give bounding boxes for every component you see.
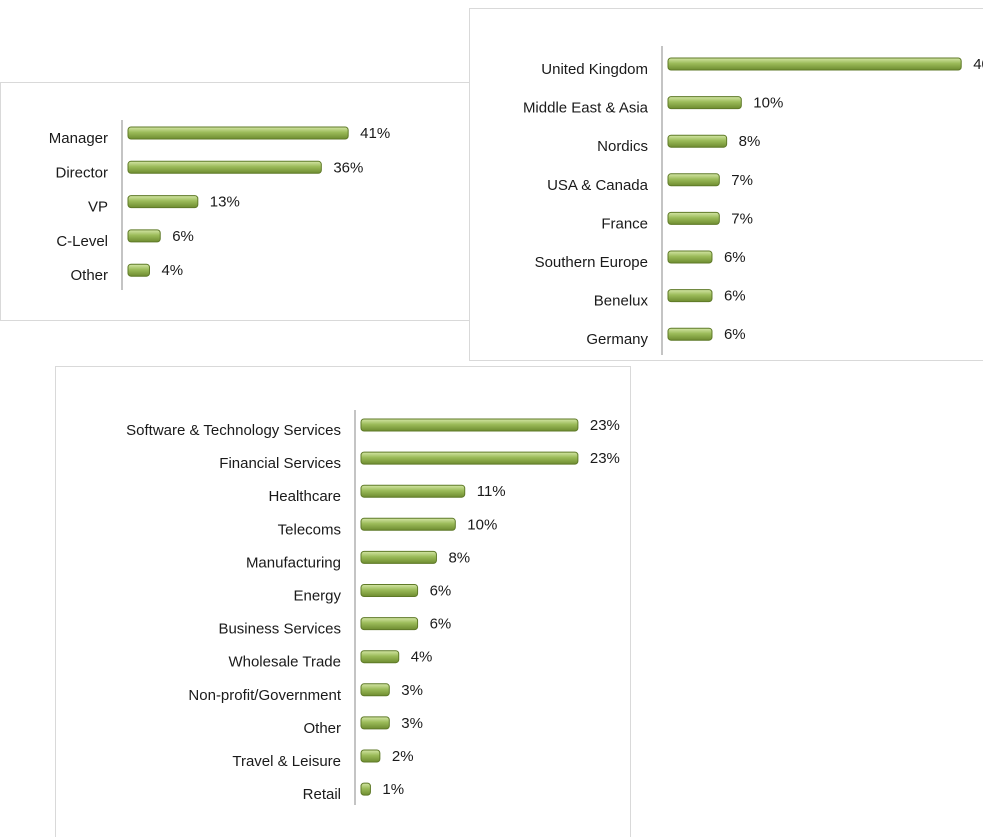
category-label: Energy [293,587,341,604]
value-label: 7% [731,210,753,227]
category-label: Non-profit/Government [188,687,341,704]
category-label: Business Services [218,621,341,638]
value-label: 36% [333,159,363,176]
value-label: 6% [430,616,452,633]
category-label: Healthcare [268,488,341,505]
category-label: Manager [49,130,108,147]
bar [360,451,579,465]
category-label: Germany [586,331,648,348]
bar [360,782,371,796]
bar [667,57,962,71]
bar [667,289,713,303]
value-label: 40% [973,56,983,73]
bar [360,617,419,631]
value-label: 10% [467,516,497,533]
value-label: 4% [161,262,183,279]
value-label: 10% [753,95,783,112]
value-label: 11% [477,483,506,500]
value-label: 2% [392,748,414,765]
category-label: Benelux [594,293,649,310]
category-label: C-Level [56,233,108,250]
value-label: 23% [590,450,620,467]
value-label: 13% [210,194,240,211]
category-label: USA & Canada [547,177,649,194]
bar [667,96,742,110]
bar [360,584,419,597]
category-label: Financial Services [219,455,341,472]
bar [360,550,437,564]
category-label: Southern Europe [535,254,648,271]
category-label: Director [55,164,108,181]
bar [360,650,400,664]
bar [360,418,579,432]
category-label: Software & Technology Services [126,422,341,439]
value-label: 8% [448,549,470,566]
bar [667,173,720,187]
category-label: Middle East & Asia [523,100,649,117]
bar [667,134,728,148]
category-label: Other [303,720,341,737]
value-label: 3% [401,715,423,732]
category-label: Telecoms [278,521,341,538]
category-label: Travel & Leisure [232,753,341,770]
category-label: VP [88,199,108,216]
bar [127,160,322,174]
bar [127,229,161,243]
bar [127,126,349,140]
bar [127,263,150,277]
bar [360,517,456,531]
value-label: 1% [382,781,404,798]
value-label: 3% [401,682,423,699]
category-label: Other [70,267,108,284]
category-label: Retail [303,786,341,803]
value-label: 8% [739,133,761,150]
bar [360,716,390,730]
value-label: 23% [590,417,620,434]
value-label: 6% [724,249,746,266]
category-label: Manufacturing [246,554,341,571]
bar [667,327,713,341]
value-label: 6% [724,288,746,305]
bar [360,484,466,498]
category-label: Wholesale Trade [228,654,341,671]
bar [667,211,720,225]
value-label: 41% [360,125,390,142]
value-label: 6% [172,228,194,245]
bar [127,195,199,209]
value-label: 7% [731,172,753,189]
bar [360,749,381,763]
bar [360,683,390,697]
category-label: United Kingdom [541,61,648,78]
category-label: Nordics [597,138,648,155]
category-label: France [601,215,648,232]
bar [667,250,713,264]
value-label: 4% [411,649,433,666]
value-label: 6% [724,326,746,343]
value-label: 6% [430,582,452,599]
panel-border [55,366,631,837]
